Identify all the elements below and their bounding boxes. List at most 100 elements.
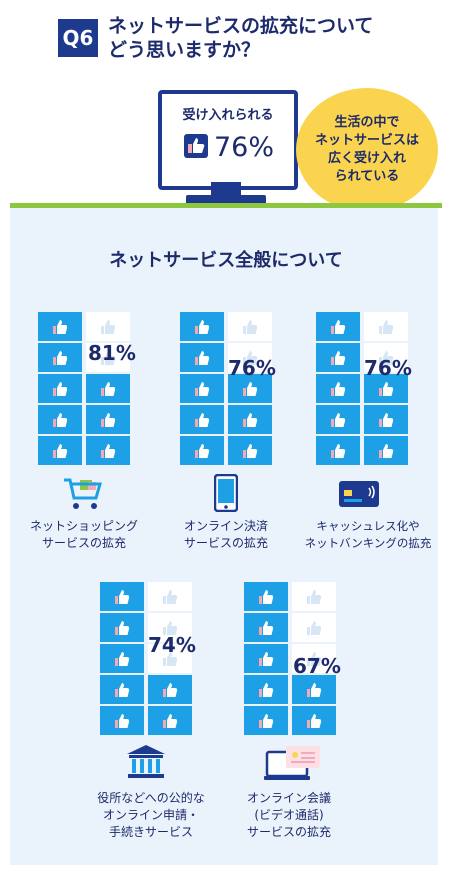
thumbs-up-icon	[258, 589, 274, 605]
question-line-2: どう思いますか？	[108, 39, 261, 61]
thumbs-up-cell-filled	[316, 405, 360, 434]
percentage-value: 74%	[148, 633, 196, 657]
percentage-value: 76%	[228, 356, 276, 380]
thumbs-up-icon	[100, 350, 116, 366]
thumbs-up-cell-empty	[148, 644, 192, 673]
thumbs-up-badge-icon	[184, 133, 208, 162]
thumbs-grid	[100, 582, 192, 736]
thumbs-up-icon	[100, 319, 116, 335]
thumbs-up-icon	[258, 651, 274, 667]
thumbs-up-cell-filled	[38, 436, 82, 465]
thumbs-up-cell-filled	[100, 675, 144, 704]
thumbs-up-cell-filled	[244, 613, 288, 642]
thumbs-up-icon	[114, 620, 130, 636]
thumbs-up-cell-empty	[148, 582, 192, 611]
thumbs-up-icon	[52, 443, 68, 459]
thumbs-up-icon	[194, 443, 210, 459]
thumbs-up-cell-filled	[86, 436, 130, 465]
thumbs-up-icon	[378, 350, 394, 366]
thumbs-up-icon	[242, 350, 258, 366]
thumbs-up-icon	[258, 682, 274, 698]
thumbs-up-cell-filled	[100, 613, 144, 642]
thumbs-up-cell-empty	[364, 343, 408, 372]
credit-card-icon	[338, 480, 380, 512]
thumbs-up-icon	[306, 620, 322, 636]
thumbs-up-cell-filled	[180, 343, 224, 372]
thumbs-up-cell-filled	[38, 312, 82, 341]
thumbs-up-icon	[306, 651, 322, 667]
thumbs-up-cell-empty	[364, 312, 408, 341]
thumbs-grid	[244, 582, 336, 736]
thumbs-up-cell-filled	[364, 436, 408, 465]
thumbs-up-cell-empty	[228, 343, 272, 372]
thumbs-up-cell-filled	[364, 374, 408, 403]
thumbs-up-icon	[378, 412, 394, 428]
thumbs-up-icon	[194, 350, 210, 366]
thumbs-up-icon	[258, 713, 274, 729]
thumbs-up-cell-filled	[180, 436, 224, 465]
question-title: ネットサービスの拡充について どう思いますか？	[108, 14, 373, 62]
thumbs-up-cell-filled	[292, 675, 336, 704]
thumbs-up-cell-empty	[148, 613, 192, 642]
ground-line	[10, 203, 442, 208]
thumbs-up-cell-filled	[364, 405, 408, 434]
thumbs-up-cell-empty	[228, 312, 272, 341]
thumbs-up-icon	[52, 381, 68, 397]
thumbs-up-icon	[330, 350, 346, 366]
thumbs-up-icon	[194, 412, 210, 428]
thumbs-up-cell-empty	[292, 613, 336, 642]
monitor-label: 受け入れられる	[182, 108, 274, 123]
thumbs-grid	[180, 312, 272, 466]
thumbs-up-icon	[306, 713, 322, 729]
thumbs-up-cell-filled	[148, 675, 192, 704]
video-call-icon	[264, 746, 324, 786]
thumbs-up-icon	[162, 651, 178, 667]
thumbs-up-icon	[162, 620, 178, 636]
thumbs-up-icon	[378, 319, 394, 335]
item-label: 役所などへの公的な オンライン申請・ 手続きサービス	[97, 791, 205, 839]
thumbs-up-icon	[52, 319, 68, 335]
thumbs-up-cell-filled	[100, 582, 144, 611]
thumbs-up-cell-filled	[316, 374, 360, 403]
monitor-value-row: 76%	[184, 132, 274, 163]
thumbs-up-cell-filled	[180, 312, 224, 341]
thumbs-up-cell-empty	[86, 343, 130, 372]
thumbs-up-icon	[114, 589, 130, 605]
monitor-stand-base	[186, 195, 266, 205]
government-building-icon	[126, 744, 166, 784]
thumbs-up-cell-filled	[316, 312, 360, 341]
thumbs-up-icon	[162, 713, 178, 729]
item-label: オンライン会議 (ビデオ通話) サービスの拡充	[246, 791, 331, 839]
thumbs-up-cell-empty	[86, 312, 130, 341]
thumbs-up-icon	[162, 682, 178, 698]
thumbs-up-cell-filled	[38, 374, 82, 403]
thumbs-up-icon	[100, 443, 116, 459]
thumbs-up-cell-filled	[148, 706, 192, 735]
thumbs-up-icon	[114, 713, 130, 729]
shopping-cart-icon	[62, 476, 104, 516]
thumbs-up-cell-filled	[38, 405, 82, 434]
thumbs-up-icon	[378, 443, 394, 459]
thumbs-up-cell-filled	[180, 374, 224, 403]
thumbs-up-icon	[306, 589, 322, 605]
thumbs-up-icon	[330, 443, 346, 459]
thumbs-up-icon	[378, 381, 394, 397]
thumbs-up-icon	[258, 620, 274, 636]
thumbs-up-icon	[52, 412, 68, 428]
percentage-value: 67%	[293, 654, 341, 678]
percentage-value: 76%	[364, 356, 412, 380]
thumbs-up-icon	[242, 443, 258, 459]
thumbs-up-icon	[52, 350, 68, 366]
thumbs-up-cell-filled	[86, 374, 130, 403]
thumbs-up-cell-filled	[244, 644, 288, 673]
thumbs-up-cell-filled	[86, 405, 130, 434]
thumbs-up-cell-empty	[292, 582, 336, 611]
thumbs-up-cell-empty	[292, 644, 336, 673]
callout-text: 生活の中で ネットサービスは 広く受け入れ られている	[314, 115, 419, 184]
thumbs-up-icon	[114, 682, 130, 698]
thumbs-up-cell-filled	[244, 675, 288, 704]
thumbs-up-icon	[242, 319, 258, 335]
smartphone-icon	[213, 473, 239, 516]
thumbs-up-icon	[242, 412, 258, 428]
thumbs-up-cell-filled	[180, 405, 224, 434]
